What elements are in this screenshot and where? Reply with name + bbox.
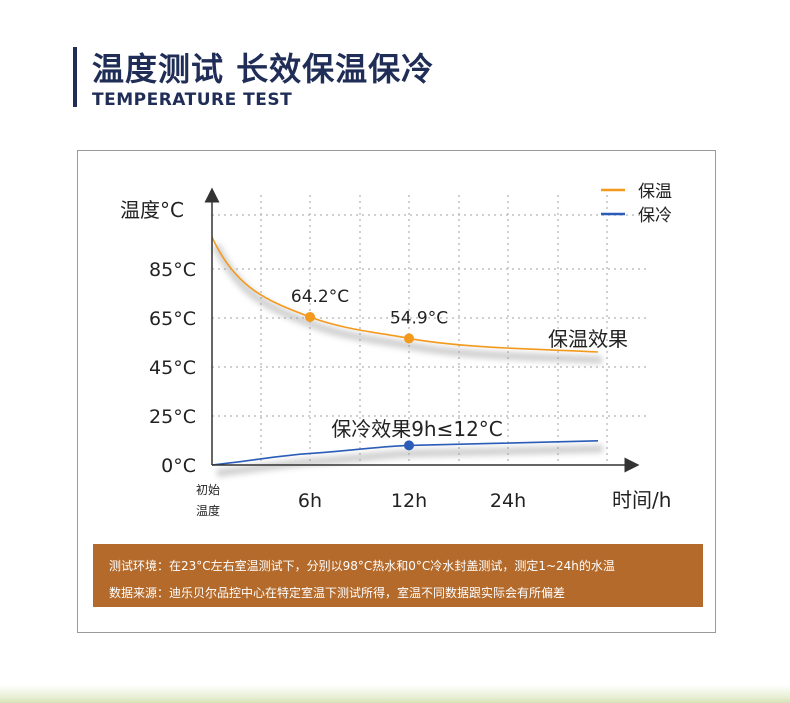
footer-gradient [0,685,790,703]
legend: 保温 保冷 [601,182,672,226]
y-axis-label: 温度°C [120,198,184,222]
shadow-warm [212,243,603,365]
legend-label-warm: 保温 [638,182,672,202]
y-tick-label: 25°C [149,406,196,428]
series-end-label-warm: 保温效果 [548,327,628,351]
x-axis-label: 时间/h [612,488,671,512]
data-points [305,311,414,451]
series-line-cold [211,439,599,466]
data-point-warm [305,311,315,322]
x-tick-label: 6h [298,490,322,512]
x-tick-label: 初始 [196,483,220,497]
series-lines [211,236,599,466]
y-tick-label: 85°C [149,259,196,281]
data-point-warm [404,333,414,344]
x-tick-label: 24h [490,490,526,512]
header-accent-bar [73,47,77,107]
note-source: 数据来源：迪乐贝尔品控中心在特定室温下测试所得，室温不同数据跟实际会有所偏差 [109,586,566,600]
data-point-cold [404,440,414,451]
legend-label-cold: 保冷 [638,206,672,226]
y-tick-label: 0°C [161,455,196,477]
shadow-cold [216,444,604,477]
note-environment: 测试环境：在23°C左右室温测试下，分别以98°C热水和0°C冷水封盖测试，测定… [109,559,615,573]
x-tick-label: 温度 [196,503,220,518]
test-notes: 测试环境：在23°C左右室温测试下，分别以98°C热水和0°C冷水封盖测试，测定… [93,544,703,607]
y-tick-label: 65°C [149,308,196,330]
axes [204,187,640,473]
series-line-warm [211,236,599,353]
data-label: 54.9°C [390,308,448,328]
grid-lines [212,195,650,465]
x-tick-label: 12h [391,490,427,512]
page-title: 温度测试 长效保温保冷 [92,50,435,88]
page-subtitle: TEMPERATURE TEST [92,90,293,110]
data-label: 64.2°C [291,287,349,307]
series-end-label-cold: 保冷效果9h≤12°C [331,417,503,441]
y-tick-label: 45°C [149,357,196,379]
